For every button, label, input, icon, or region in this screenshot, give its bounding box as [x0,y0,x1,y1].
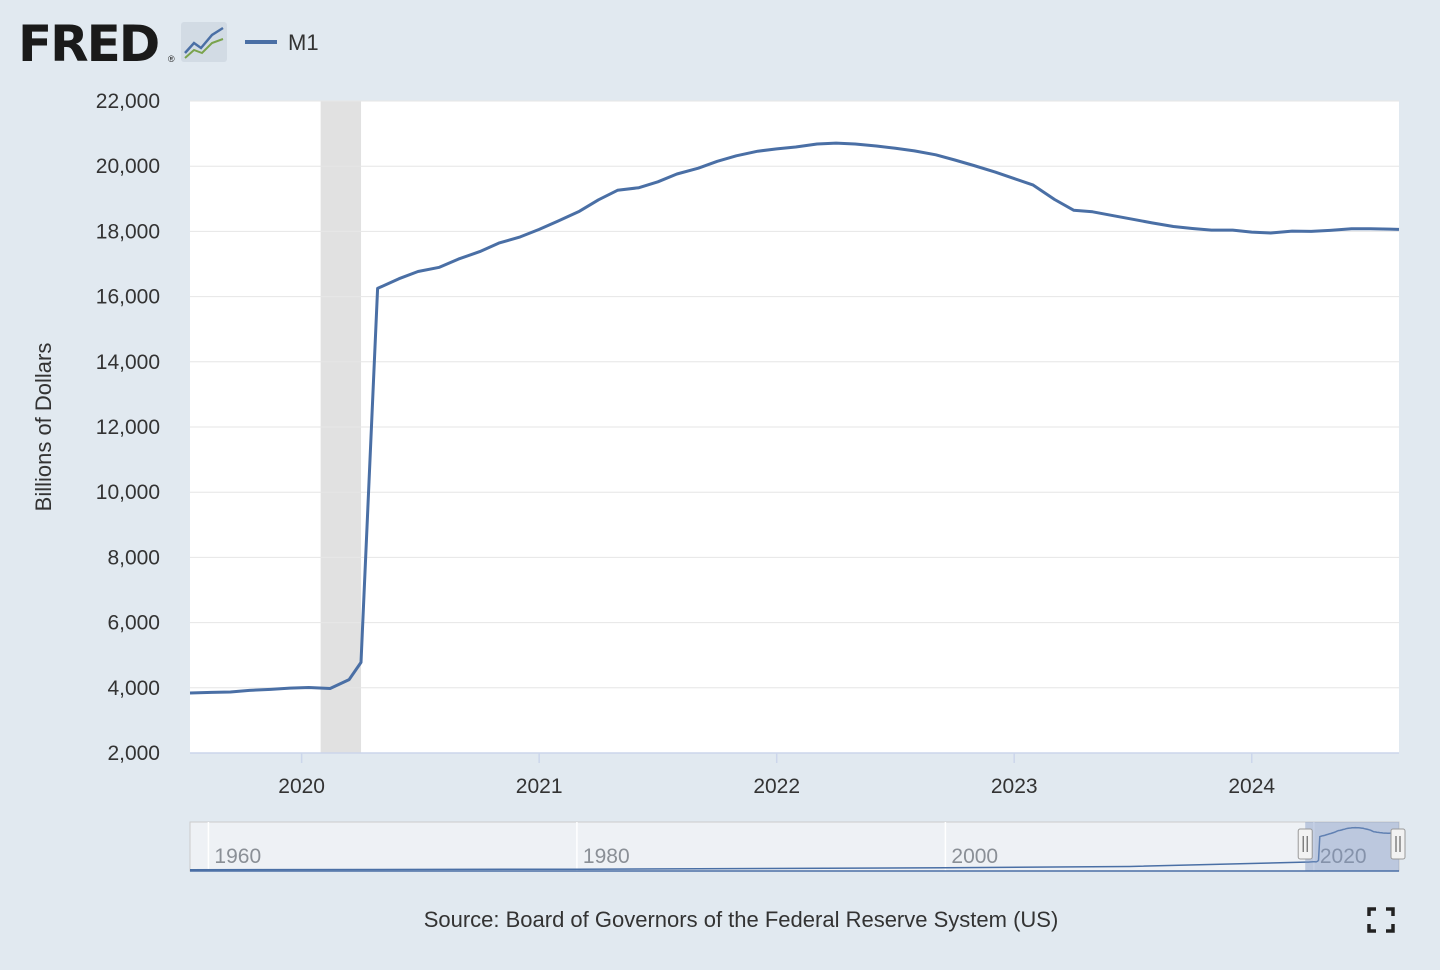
series-layer[interactable] [189,141,1400,695]
range-navigator[interactable]: 1960 1980 2000 2020 [189,821,1406,872]
navigator-ticks: 1960 1980 2000 2020 [207,822,1367,871]
x-tick-label: 2023 [991,775,1038,798]
x-tick-label: 2020 [278,775,325,798]
source-text: Source: Board of Governors of the Federa… [424,907,1059,932]
y-tick-label: 12,000 [96,416,160,439]
y-tick-label: 14,000 [96,351,160,374]
line-chart-icon [181,22,227,62]
y-tick-label: 8,000 [107,546,160,569]
navigator-tick-label: 1980 [583,845,630,868]
navigator-selected-range[interactable] [1305,822,1399,871]
x-tick-label: 2021 [516,775,563,798]
navigator-handle-left[interactable] [1297,828,1313,860]
y-tick-label: 20,000 [96,155,160,178]
navigator-background [189,821,1400,872]
navigator-series-layer [189,826,1399,871]
navigator-tick-label: 2000 [951,845,998,868]
registered-mark: ® [168,54,175,64]
y-tick-label: 16,000 [96,286,160,309]
y-tick-label: 6,000 [107,612,160,635]
navigator-series-line [189,826,1399,871]
series-line-m1[interactable] [189,141,1400,695]
x-tick-label: 2024 [1228,775,1275,798]
gridlines [190,100,1399,689]
navigator-tick-label: 2020 [1320,845,1367,868]
y-axis-ticks: 2,000 4,000 6,000 8,000 10,000 12,000 14,000 16… [96,90,160,765]
x-tick-label: 2022 [753,775,800,798]
navigator-selection[interactable] [1297,822,1406,871]
navigator-tick-label: 1960 [214,845,261,868]
y-tick-label: 4,000 [107,677,160,700]
y-axis-title: Billions of Dollars [31,343,56,512]
x-axis-ticks: 2020 2021 2022 2023 2024 [278,753,1275,798]
legend-series-label: M1 [288,30,319,55]
navigator-handle-right[interactable] [1390,828,1406,860]
fred-logo-text: FRED [18,15,158,73]
y-tick-label: 22,000 [96,90,160,113]
y-tick-label: 18,000 [96,220,160,243]
legend[interactable]: M1 [245,30,319,55]
y-tick-label: 2,000 [107,742,160,765]
fred-logo[interactable]: FRED ® [18,15,227,73]
y-tick-label: 10,000 [96,481,160,504]
fullscreen-icon[interactable] [1367,907,1395,933]
